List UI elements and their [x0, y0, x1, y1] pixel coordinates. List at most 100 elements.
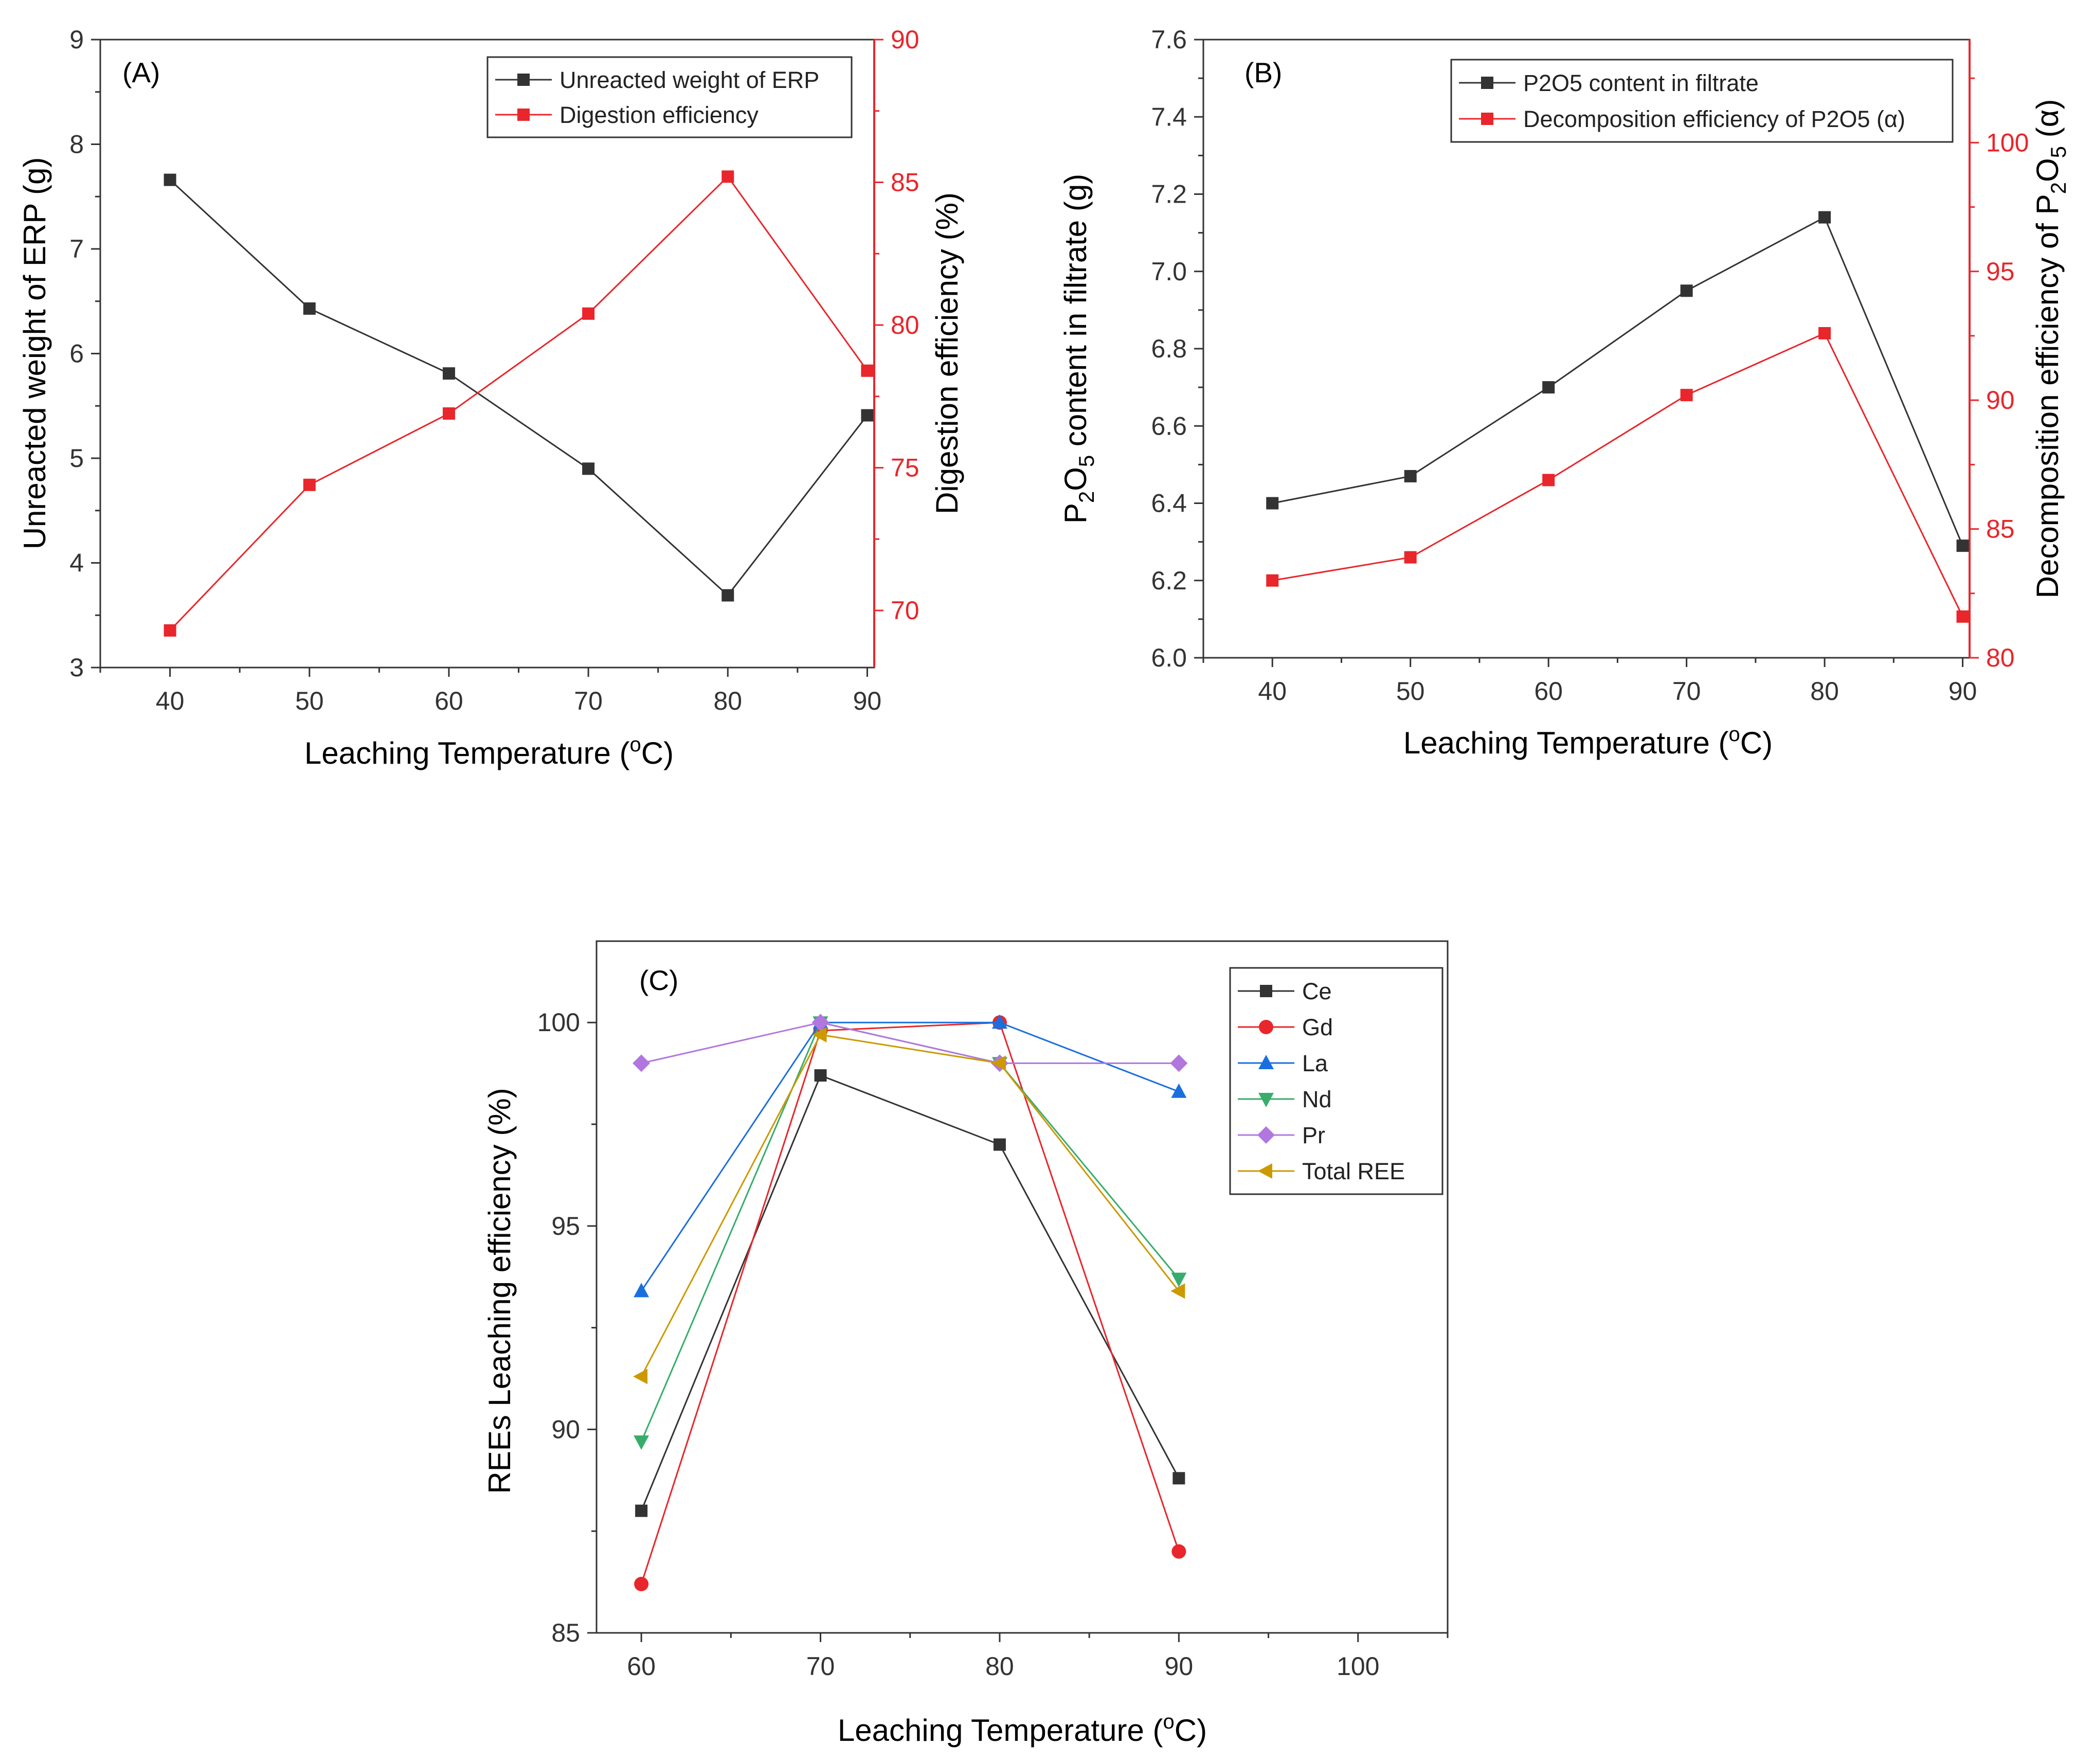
data-point-pr — [1170, 1054, 1188, 1072]
data-point-decomposition-efficiency-of-p2o5 — [1818, 327, 1831, 339]
y-tick-label: 7.2 — [1151, 180, 1187, 209]
panel-b-x-ticks: 40 50 60 70 80 90 — [1202, 658, 1977, 706]
data-point-digestion-efficiency — [442, 407, 455, 420]
data-point-total-ree — [991, 1055, 1006, 1071]
legend-label-p2o5-content-in-filtrate: P2O5 content in filtrate — [1523, 70, 1759, 96]
right-y-tick-label: 100 — [1986, 128, 2029, 157]
data-point-la — [991, 1014, 1007, 1029]
data-point-digestion-efficiency — [164, 624, 176, 637]
x-tick-label: 80 — [713, 687, 742, 715]
panel-c-legend: Ce Gd La Nd Pr Total REE — [1229, 967, 1444, 1195]
panel-c-x-ticks: 60 70 80 90 100 — [627, 1633, 1449, 1681]
legend-box — [1229, 967, 1444, 1195]
y-tick-label: 7.0 — [1151, 257, 1187, 286]
legend-marker-unreacted-weight-of-erp — [517, 74, 530, 86]
panel-c: (C) 60 70 80 90 100 85 90 95 100 REEs Leaching … — [482, 940, 1449, 1748]
legend-label-pr: Pr — [1302, 1122, 1325, 1148]
series-line-p2o5-content-in-filtrate — [1272, 216, 1963, 546]
legend-marker-gd — [1259, 1020, 1273, 1034]
data-point-decomposition-efficiency-of-p2o5 — [1956, 610, 1969, 623]
right-y-tick-label: 80 — [1986, 643, 2015, 672]
data-point-unreacted-weight-of-erp — [582, 462, 595, 475]
panel-a-right-y-ticks: 70 75 80 85 90 — [873, 25, 919, 668]
panel-a-right-y-title: Digestion efficiency (%) — [930, 192, 964, 514]
panel-b-label: (B) — [1244, 57, 1282, 88]
data-point-nd — [1171, 1272, 1187, 1287]
data-point-decomposition-efficiency-of-p2o5 — [1266, 574, 1279, 587]
data-point-digestion-efficiency — [303, 478, 316, 491]
data-point-unreacted-weight-of-erp — [303, 302, 316, 315]
y-tick-label: 3 — [69, 653, 84, 682]
panel-b-right-y-title: Decomposition efficiency of P2O5 (α) — [2030, 99, 2070, 599]
panel-a-x-ticks: 40 50 60 70 80 90 — [99, 668, 882, 715]
y-tick-label: 90 — [551, 1415, 580, 1444]
legend-box — [486, 56, 853, 138]
legend-label-la: La — [1302, 1050, 1328, 1076]
panel-a-left-y-title: Unreacted weight of ERP (g) — [17, 157, 52, 550]
legend-marker-la — [1258, 1055, 1274, 1069]
right-y-tick-label: 90 — [891, 25, 919, 54]
data-point-la — [634, 1283, 649, 1298]
data-point-nd — [634, 1435, 649, 1450]
panel-a-left-y-ticks: 3 4 5 6 7 8 9 — [69, 25, 100, 682]
legend-marker-total-ree — [1258, 1163, 1272, 1179]
panel-a-label: (A) — [122, 57, 160, 88]
data-point-decomposition-efficiency-of-p2o5 — [1542, 474, 1555, 487]
x-tick-label: 80 — [985, 1652, 1014, 1681]
series-line-digestion-efficiency — [169, 175, 868, 631]
panel-b-left-y-title: P2O5 content in filtrate (g) — [1058, 174, 1098, 524]
y-tick-label: 6 — [69, 339, 84, 368]
series-line-unreacted-weight-of-erp — [169, 179, 868, 597]
y-tick-label: 7 — [69, 235, 84, 263]
right-y-tick-label: 70 — [891, 596, 919, 625]
panel-a-series — [164, 170, 874, 637]
legend-label-decomposition-efficiency-of-p2o5: Decomposition efficiency of P2O5 (α) — [1523, 106, 1905, 132]
legend-marker-decomposition-efficiency-of-p2o5 — [1481, 113, 1493, 125]
series-line-pr — [641, 1021, 1179, 1064]
y-tick-label: 6.8 — [1151, 334, 1187, 363]
data-point-total-ree — [1170, 1283, 1185, 1299]
x-tick-label: 70 — [806, 1652, 835, 1681]
data-point-p2o5-content-in-filtrate — [1542, 381, 1555, 394]
data-point-ce — [993, 1138, 1006, 1151]
legend-label-nd: Nd — [1302, 1086, 1332, 1112]
right-y-tick-label: 95 — [1986, 257, 2015, 286]
y-tick-label: 8 — [69, 130, 84, 159]
series-line-total-ree — [640, 1034, 1180, 1377]
legend-box — [1450, 59, 1954, 143]
x-tick-label: 70 — [1672, 677, 1701, 706]
series-line-nd — [640, 1021, 1180, 1442]
legend-marker-nd — [1258, 1093, 1274, 1107]
series-line-ce — [640, 1074, 1180, 1511]
legend-label-gd: Gd — [1302, 1014, 1333, 1040]
x-tick-label: 100 — [1337, 1652, 1379, 1681]
legend-marker-ce — [1260, 985, 1272, 997]
x-tick-label: 50 — [295, 687, 324, 715]
data-point-digestion-efficiency — [582, 307, 595, 320]
legend-marker-p2o5-content-in-filtrate — [1481, 77, 1493, 89]
data-point-total-ree — [812, 1027, 827, 1042]
data-point-total-ree — [633, 1369, 648, 1384]
x-tick-label: 90 — [1165, 1652, 1194, 1681]
right-y-tick-label: 85 — [891, 168, 919, 197]
panel-a-legend: Unreacted weight of ERP Digestion efficie… — [486, 56, 853, 138]
series-line-gd — [640, 1021, 1180, 1585]
series-line-la — [640, 1021, 1179, 1292]
y-tick-label: 5 — [69, 444, 84, 473]
panel-a-x-title: Leaching Temperature (oC) — [304, 733, 674, 770]
panel-c-label: (C) — [639, 964, 678, 996]
x-tick-label: 80 — [1810, 677, 1839, 706]
data-point-gd — [1171, 1544, 1186, 1559]
panel-b-legend: P2O5 content in filtrate Decomposition ef… — [1450, 59, 1954, 143]
data-point-pr — [633, 1054, 651, 1072]
y-tick-label: 7.6 — [1151, 25, 1187, 54]
data-point-p2o5-content-in-filtrate — [1266, 497, 1279, 510]
data-point-gd — [634, 1577, 649, 1592]
y-tick-label: 95 — [551, 1212, 580, 1240]
series-line-decomposition-efficiency-of-p2o5 — [1272, 332, 1963, 617]
data-point-decomposition-efficiency-of-p2o5 — [1680, 389, 1693, 402]
y-tick-label: 9 — [69, 25, 84, 54]
y-tick-label: 7.4 — [1151, 102, 1187, 131]
x-tick-label: 90 — [853, 687, 882, 715]
legend-marker-pr — [1257, 1126, 1275, 1144]
